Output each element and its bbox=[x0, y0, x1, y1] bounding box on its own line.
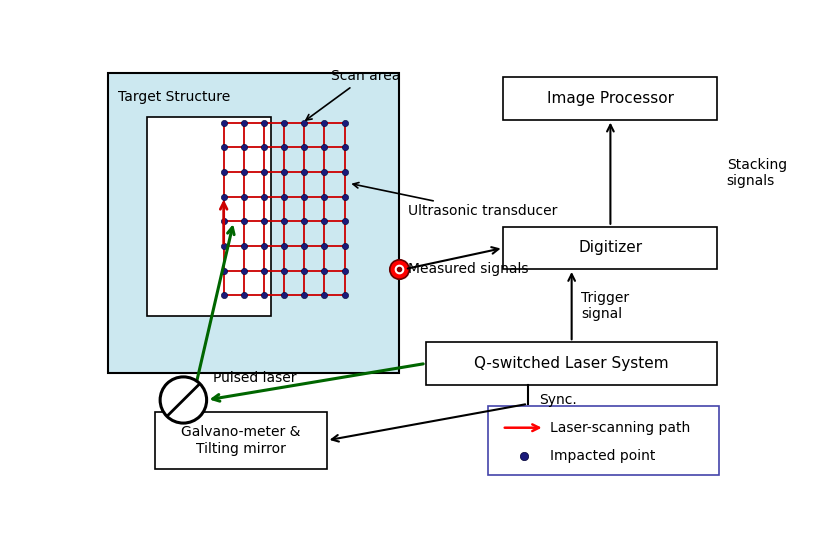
Bar bbox=[503, 78, 717, 120]
Circle shape bbox=[160, 377, 206, 423]
Text: Q-switched Laser System: Q-switched Laser System bbox=[474, 356, 669, 371]
Bar bbox=[155, 411, 326, 469]
Text: Laser-scanning path: Laser-scanning path bbox=[550, 421, 690, 435]
Text: Ultrasonic transducer: Ultrasonic transducer bbox=[353, 183, 557, 218]
Text: Trigger
signal: Trigger signal bbox=[581, 291, 629, 321]
Text: Galvano-meter &
Tilting mirror: Galvano-meter & Tilting mirror bbox=[181, 425, 300, 455]
Text: Pulsed laser: Pulsed laser bbox=[213, 371, 296, 385]
Bar bbox=[109, 73, 399, 373]
Bar bbox=[147, 118, 271, 316]
Bar bbox=[426, 342, 717, 385]
Text: Stacking
signals: Stacking signals bbox=[727, 158, 787, 188]
Text: Measured signals: Measured signals bbox=[408, 262, 529, 276]
Text: Scan area: Scan area bbox=[306, 69, 400, 120]
Text: Impacted point: Impacted point bbox=[550, 449, 655, 463]
Text: Digitizer: Digitizer bbox=[579, 241, 642, 255]
Bar bbox=[488, 406, 719, 475]
Bar bbox=[503, 227, 717, 269]
Text: Target Structure: Target Structure bbox=[118, 89, 230, 104]
Text: Sync.: Sync. bbox=[539, 393, 577, 407]
Text: Image Processor: Image Processor bbox=[547, 91, 674, 106]
